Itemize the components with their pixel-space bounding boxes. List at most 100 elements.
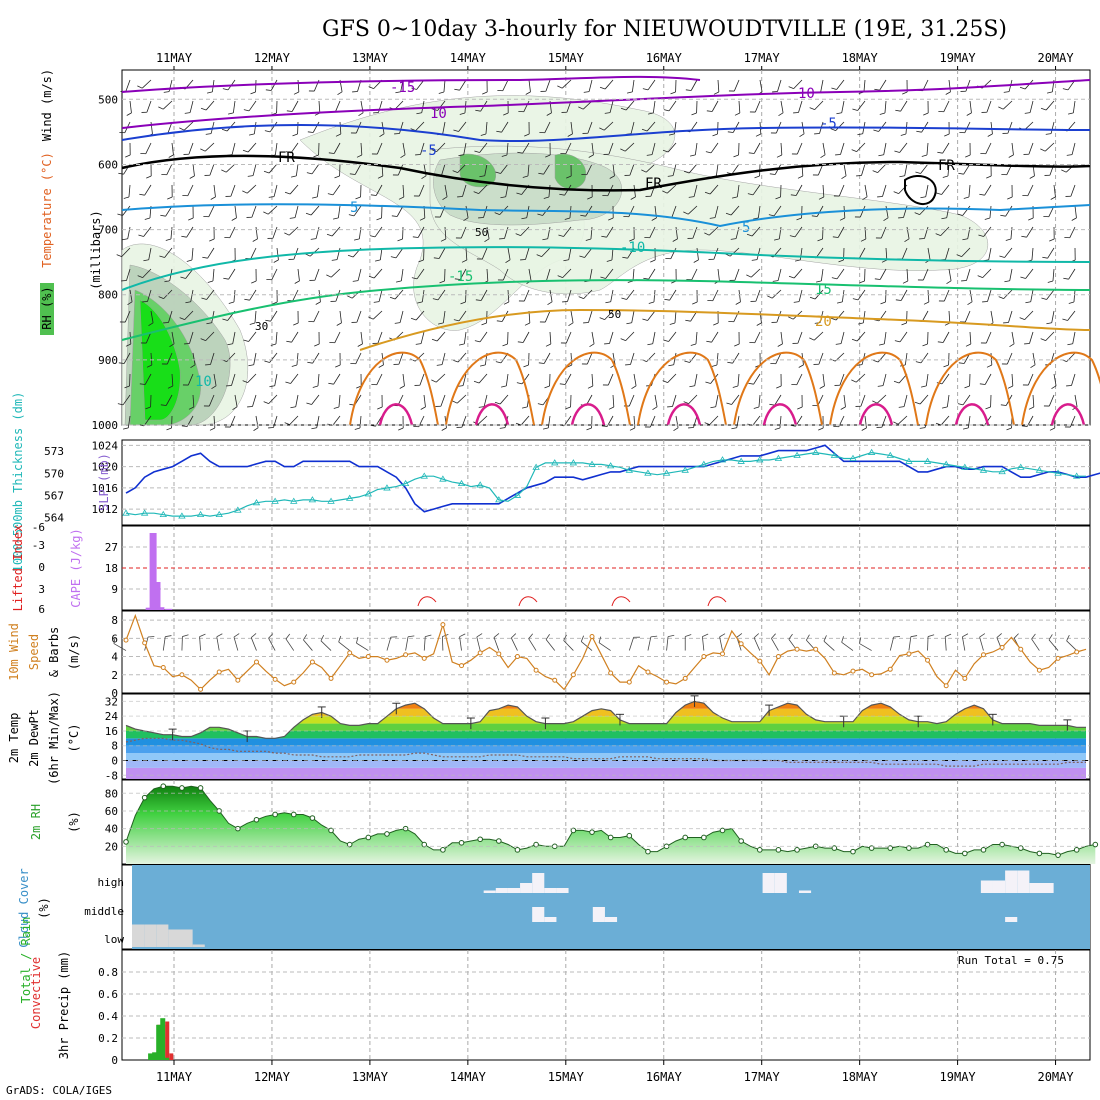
wind-tick-label: 8 (111, 614, 118, 627)
wind-barb (728, 310, 740, 323)
wind-barb-flag (182, 634, 189, 637)
wind-barb-shaft (798, 289, 803, 302)
wind-barb-shaft (737, 373, 740, 386)
wind-barb-shaft (478, 184, 488, 194)
wind-barb (734, 331, 740, 347)
wind-barb-shaft (290, 142, 299, 154)
wind-barb-shaft (507, 247, 511, 260)
wind-barb (505, 247, 511, 263)
wind-barb (583, 310, 593, 324)
wind-barb-shaft (734, 268, 740, 281)
wind-barb (394, 121, 404, 135)
wind-barb-flag (772, 91, 778, 93)
wind-barb-flag (692, 301, 698, 305)
wind-barb-shaft (528, 268, 532, 281)
wind-barb-flag (1043, 215, 1049, 218)
cloud-middle-block (604, 917, 618, 922)
wind-barb-shaft (143, 226, 152, 237)
wind-barb-shaft (570, 121, 573, 134)
wind-barb (1003, 310, 1013, 324)
wind-barb-shaft (318, 289, 321, 302)
wind-barb-shaft (836, 79, 845, 90)
wind-barb-flag (875, 237, 882, 239)
wind-barb-shaft (841, 289, 845, 302)
wind-barb-flag (599, 127, 605, 131)
wind-barb (312, 373, 320, 388)
wind-barb-shaft (863, 79, 866, 92)
cape-tick-label: 18 (105, 562, 118, 575)
wind-barb-shaft (1009, 268, 1013, 281)
rh-contour-label: 50 (608, 308, 621, 321)
wind-barb (501, 373, 509, 388)
wind-barb-shaft (311, 163, 320, 175)
wind-barb (126, 100, 132, 116)
wind-barb-shaft (731, 163, 740, 175)
wind-barb-flag (602, 194, 608, 197)
wind-barb (309, 268, 320, 281)
wind-barb-flag (797, 175, 804, 179)
wind-barb-shaft (317, 373, 320, 386)
wind-barb-flag (709, 217, 716, 219)
wind-barb-flag (833, 195, 840, 197)
wind-barb-flag (1047, 91, 1053, 94)
wind-barb (851, 373, 866, 383)
wind-barb-shaft (708, 226, 719, 236)
wind-barb (497, 79, 509, 92)
wind-barb-flag (683, 211, 689, 215)
wind-barb-flag (601, 235, 607, 238)
wind-barb (835, 142, 845, 156)
wind-barb (851, 331, 866, 342)
wind-barb (269, 373, 278, 388)
wind-barb-shaft (527, 163, 530, 176)
wind-barb-shaft (1050, 121, 1055, 134)
wind-barb-flag (705, 151, 712, 154)
wind-barb (837, 289, 845, 304)
wind-barb-shaft (942, 142, 950, 154)
wind-barb-flag (518, 110, 524, 113)
wind-barb (629, 415, 636, 431)
wind-barb (935, 226, 950, 237)
wind-barb-shaft (605, 268, 614, 279)
wind-barb-flag (689, 385, 695, 388)
wind-tick-label: 0 (111, 687, 118, 700)
wind-barb-flag (248, 364, 254, 367)
wind-barb-shaft (1030, 289, 1034, 302)
wind-barb-flag (125, 343, 132, 347)
wind-barb-10m (320, 634, 332, 651)
wind-barb-shaft (778, 226, 782, 239)
wind-barb-shaft (374, 226, 383, 238)
wind-barb (226, 373, 236, 387)
wind-barb-flag (373, 301, 380, 303)
thickness-marker (271, 497, 279, 504)
wind-barb-shaft (1045, 331, 1055, 341)
wind-barb-flag (523, 364, 529, 368)
wind-barb-flag (980, 342, 987, 344)
wind-barb (1007, 184, 1013, 200)
wind-barb (475, 289, 488, 301)
wind-barb-shaft (672, 163, 677, 176)
wind-barb (503, 100, 509, 116)
wind-barb-shaft (675, 415, 679, 428)
wind-barb-shaft (979, 636, 984, 651)
wind-barb-flag (620, 148, 626, 152)
wind-barb-shaft (250, 637, 257, 651)
wind-barb (474, 142, 488, 153)
wind-barb-flag (500, 196, 506, 199)
temp-color-band (126, 708, 1086, 717)
wind-barb-shaft (303, 639, 313, 651)
wind-barb (962, 226, 971, 241)
wind-barb-10m (285, 633, 295, 651)
wind-barb-flag (776, 385, 782, 389)
wind-barb-shaft (780, 100, 784, 113)
wind-barb (1006, 415, 1013, 431)
wind-barb-shaft (667, 142, 677, 153)
wind-barb-shaft (311, 394, 320, 405)
wind-barb (264, 352, 278, 363)
wind-barb-shaft (1011, 142, 1014, 155)
wind-barb-flag (286, 110, 293, 112)
freezing-label: FR (278, 150, 295, 166)
wind-barb-shaft (604, 79, 614, 90)
wind-barb-flag (670, 91, 676, 95)
wind-barb-shaft (526, 205, 530, 218)
wind-barb-flag (188, 406, 195, 410)
